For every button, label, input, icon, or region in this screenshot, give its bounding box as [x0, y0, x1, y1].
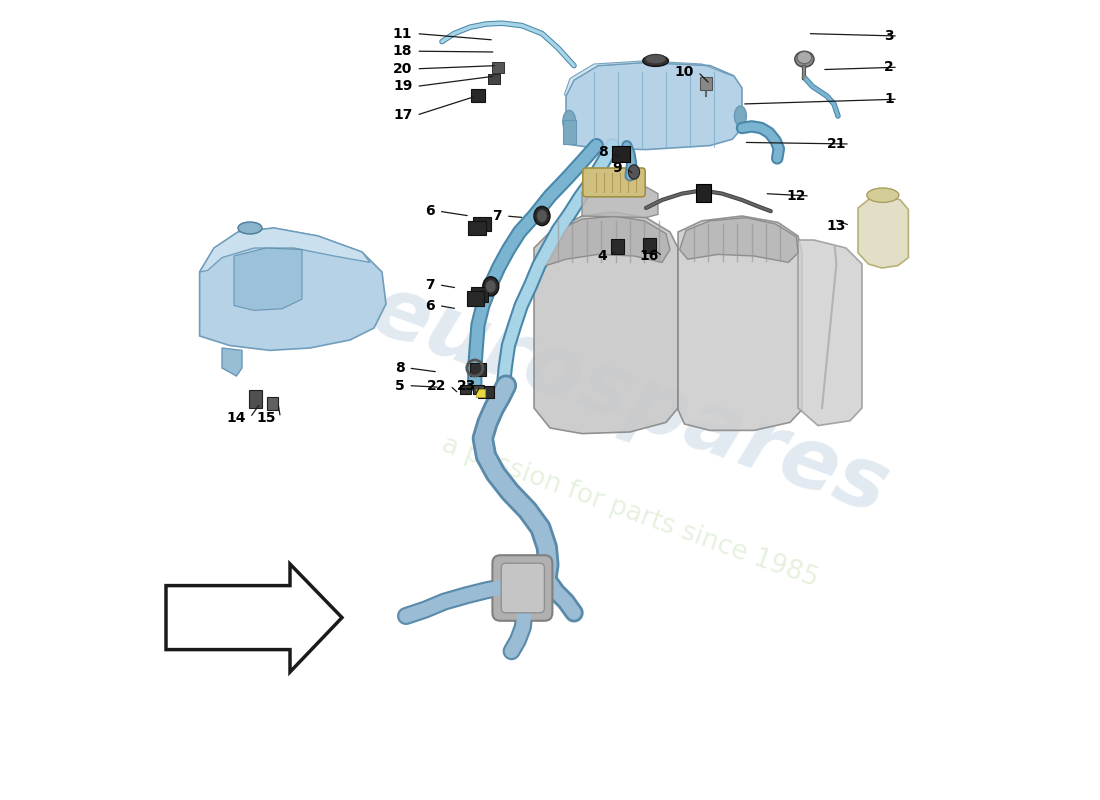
Text: 5: 5 [395, 378, 405, 393]
FancyBboxPatch shape [469, 221, 486, 235]
FancyBboxPatch shape [475, 389, 485, 397]
Ellipse shape [485, 280, 496, 293]
FancyBboxPatch shape [696, 184, 711, 202]
Ellipse shape [642, 55, 669, 66]
FancyBboxPatch shape [583, 168, 646, 197]
Ellipse shape [238, 222, 262, 234]
FancyBboxPatch shape [267, 397, 278, 410]
FancyBboxPatch shape [466, 291, 484, 306]
Text: 10: 10 [674, 65, 694, 79]
Text: 22: 22 [427, 378, 446, 393]
Polygon shape [234, 248, 302, 310]
FancyBboxPatch shape [502, 563, 544, 613]
Polygon shape [166, 564, 342, 672]
Text: 7: 7 [426, 278, 434, 292]
Text: 6: 6 [426, 204, 434, 218]
Polygon shape [582, 182, 658, 218]
Ellipse shape [537, 210, 547, 222]
Ellipse shape [735, 106, 747, 126]
FancyBboxPatch shape [563, 120, 575, 144]
FancyBboxPatch shape [610, 239, 624, 254]
Polygon shape [542, 216, 670, 266]
FancyBboxPatch shape [642, 238, 656, 253]
Polygon shape [678, 216, 802, 430]
Text: 14: 14 [227, 410, 246, 425]
Ellipse shape [534, 206, 550, 226]
FancyBboxPatch shape [471, 89, 485, 102]
Text: 3: 3 [884, 29, 894, 43]
Text: 13: 13 [826, 218, 846, 233]
FancyBboxPatch shape [488, 74, 499, 84]
Ellipse shape [563, 110, 575, 133]
Text: 6: 6 [426, 298, 434, 313]
Text: 7: 7 [493, 209, 502, 223]
Text: 20: 20 [393, 62, 412, 76]
FancyBboxPatch shape [613, 146, 630, 162]
Text: 1: 1 [884, 92, 894, 106]
Text: 21: 21 [826, 137, 846, 151]
Polygon shape [199, 228, 386, 350]
Polygon shape [858, 195, 909, 268]
Text: 17: 17 [393, 108, 412, 122]
Text: 12: 12 [786, 189, 806, 203]
FancyBboxPatch shape [470, 363, 486, 376]
Text: 16: 16 [639, 249, 659, 263]
Text: 8: 8 [395, 361, 405, 375]
Text: 4: 4 [597, 249, 607, 263]
Text: eurospares: eurospares [360, 268, 900, 532]
Text: 9: 9 [613, 161, 621, 175]
Polygon shape [566, 62, 742, 150]
Text: 18: 18 [393, 44, 412, 58]
FancyBboxPatch shape [492, 62, 505, 73]
Polygon shape [199, 228, 370, 272]
Text: 15: 15 [257, 410, 276, 425]
Text: a passion for parts since 1985: a passion for parts since 1985 [438, 431, 822, 593]
Text: 23: 23 [456, 378, 476, 393]
Text: 11: 11 [393, 26, 412, 41]
Ellipse shape [646, 54, 666, 64]
Polygon shape [680, 218, 798, 262]
Polygon shape [564, 61, 734, 96]
Polygon shape [222, 348, 242, 376]
FancyBboxPatch shape [473, 385, 484, 394]
FancyBboxPatch shape [701, 77, 712, 90]
FancyBboxPatch shape [473, 217, 491, 231]
FancyBboxPatch shape [250, 390, 262, 408]
Ellipse shape [628, 165, 639, 179]
FancyBboxPatch shape [493, 555, 552, 621]
Ellipse shape [867, 188, 899, 202]
Text: 2: 2 [884, 60, 894, 74]
Ellipse shape [483, 277, 498, 296]
FancyBboxPatch shape [460, 385, 471, 394]
Polygon shape [798, 240, 862, 426]
Ellipse shape [798, 51, 812, 63]
Ellipse shape [795, 51, 814, 67]
Polygon shape [534, 212, 678, 434]
FancyBboxPatch shape [478, 386, 494, 398]
FancyBboxPatch shape [471, 287, 488, 302]
Text: 19: 19 [393, 79, 412, 94]
Text: 8: 8 [597, 145, 607, 159]
